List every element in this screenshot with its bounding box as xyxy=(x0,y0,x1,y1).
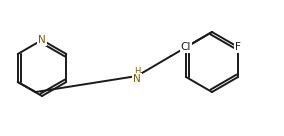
Text: F: F xyxy=(235,42,241,52)
Text: N: N xyxy=(38,35,46,45)
Text: H: H xyxy=(134,67,140,75)
Text: N: N xyxy=(133,74,141,84)
Text: Cl: Cl xyxy=(181,42,191,52)
